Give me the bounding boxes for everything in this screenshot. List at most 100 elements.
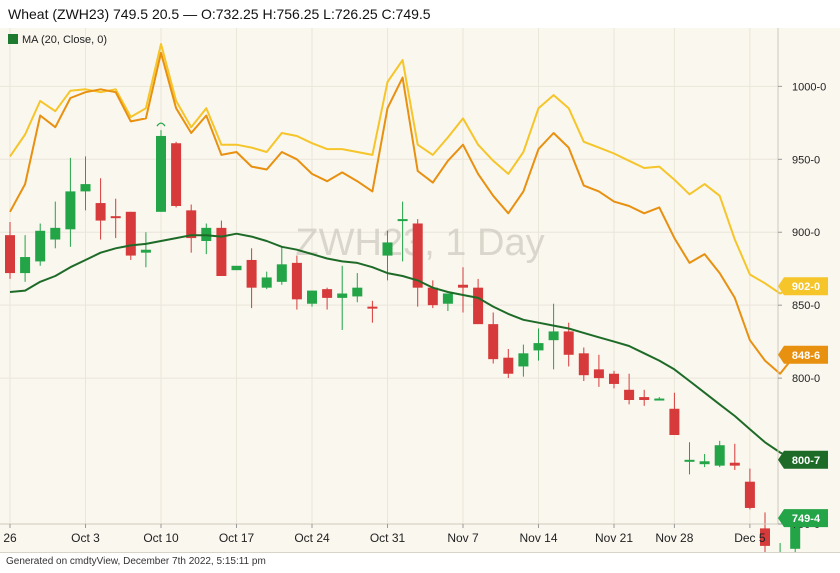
candle[interactable] bbox=[639, 389, 650, 406]
candle[interactable] bbox=[518, 344, 529, 377]
candle[interactable] bbox=[473, 278, 484, 325]
candle[interactable] bbox=[276, 246, 287, 285]
candle-body bbox=[307, 290, 317, 304]
ma-price-tag: 800-7 bbox=[778, 450, 828, 469]
y-tick-label: 800-0 bbox=[792, 373, 820, 385]
ma-legend-swatch bbox=[8, 34, 18, 44]
candle[interactable] bbox=[427, 280, 438, 309]
x-tick-label: 26 bbox=[3, 531, 17, 545]
x-tick-label: Dec 5 bbox=[734, 531, 766, 545]
last-price-tag: 749-4 bbox=[778, 509, 828, 528]
candle-body bbox=[684, 459, 695, 462]
candle[interactable] bbox=[760, 512, 770, 552]
candle[interactable] bbox=[442, 293, 453, 312]
candle[interactable] bbox=[669, 392, 680, 436]
candle[interactable] bbox=[35, 223, 46, 266]
candle[interactable] bbox=[548, 303, 559, 370]
price-chart[interactable]: ZWH23, 1 Day 700-0800-0850-0900-0950-010… bbox=[0, 28, 840, 552]
upper-band-price-tag-bg bbox=[778, 277, 828, 296]
candle[interactable] bbox=[125, 211, 136, 260]
candle[interactable] bbox=[699, 453, 710, 468]
candle-body bbox=[337, 293, 348, 298]
candle-body bbox=[548, 331, 559, 341]
candle[interactable] bbox=[95, 178, 106, 240]
candle[interactable] bbox=[624, 373, 635, 405]
candle[interactable] bbox=[291, 255, 302, 310]
candle-body bbox=[276, 264, 287, 282]
candle-body bbox=[231, 265, 242, 271]
candle[interactable] bbox=[307, 290, 317, 307]
candle-body bbox=[669, 408, 680, 436]
candle[interactable] bbox=[216, 220, 227, 276]
candle-body bbox=[714, 445, 725, 466]
candle-body bbox=[382, 242, 393, 256]
candle-body bbox=[639, 397, 650, 400]
candle[interactable] bbox=[261, 271, 272, 290]
candles-layer[interactable] bbox=[5, 130, 801, 552]
candle-body bbox=[20, 257, 31, 274]
candle[interactable] bbox=[609, 370, 619, 389]
candle[interactable] bbox=[50, 201, 61, 249]
candle[interactable] bbox=[140, 232, 151, 268]
candle-body bbox=[744, 481, 755, 508]
candle[interactable] bbox=[775, 542, 785, 552]
candle[interactable] bbox=[20, 235, 31, 282]
candle[interactable] bbox=[458, 267, 468, 313]
candle[interactable] bbox=[654, 397, 665, 401]
candle[interactable] bbox=[488, 312, 499, 364]
candle-body bbox=[533, 343, 544, 351]
candle[interactable] bbox=[397, 201, 408, 262]
candle[interactable] bbox=[231, 265, 242, 271]
candle[interactable] bbox=[80, 156, 91, 211]
candle[interactable] bbox=[729, 443, 740, 471]
candle[interactable] bbox=[593, 354, 604, 387]
candle-body bbox=[5, 235, 15, 274]
candle-body bbox=[125, 211, 136, 256]
moving-average-line bbox=[9, 232, 796, 461]
upper-band-line bbox=[9, 43, 796, 295]
candle-body bbox=[442, 293, 453, 304]
candle[interactable] bbox=[533, 328, 544, 361]
candle[interactable] bbox=[65, 157, 76, 247]
symbol-quote-title: Wheat (ZWH23) 749.5 20.5 — O:732.25 H:75… bbox=[8, 6, 431, 22]
ma-layer bbox=[9, 232, 796, 461]
candle-body bbox=[458, 284, 468, 288]
price-labels: 902-0 848-6 800-7 749-4 bbox=[778, 277, 828, 528]
candle[interactable] bbox=[246, 248, 257, 309]
middle-band-price-tag-text: 848-6 bbox=[792, 350, 820, 362]
candle-body bbox=[578, 353, 589, 376]
middle-band-price-tag: 848-6 bbox=[778, 345, 828, 364]
candle[interactable] bbox=[5, 222, 15, 279]
x-tick-label: Nov 21 bbox=[595, 531, 633, 545]
candle[interactable] bbox=[186, 204, 197, 253]
candle[interactable] bbox=[171, 141, 182, 208]
legend[interactable]: MA (20, Close, 0) bbox=[8, 34, 107, 46]
candle-body bbox=[518, 353, 529, 367]
candle[interactable] bbox=[412, 219, 423, 307]
candle-body bbox=[156, 135, 166, 212]
candle-body bbox=[140, 249, 151, 253]
candle[interactable] bbox=[337, 265, 348, 330]
candle[interactable] bbox=[156, 130, 166, 212]
candle-body bbox=[80, 184, 91, 192]
x-axis[interactable]: 26 Oct 3 Oct 10 Oct 17 Oct 24 Oct 31 Nov 7 Nov … bbox=[3, 524, 766, 545]
candle[interactable] bbox=[714, 440, 725, 468]
candle-body bbox=[367, 306, 378, 309]
candle[interactable] bbox=[563, 322, 574, 367]
candle[interactable] bbox=[110, 198, 121, 239]
ma-price-tag-text: 800-7 bbox=[792, 455, 820, 467]
candle[interactable] bbox=[352, 273, 363, 303]
candle[interactable] bbox=[367, 300, 378, 323]
candle[interactable] bbox=[684, 442, 695, 475]
x-tick-label: Oct 3 bbox=[71, 531, 100, 545]
candle[interactable] bbox=[503, 348, 514, 379]
candle[interactable] bbox=[322, 287, 333, 310]
chart-grid bbox=[0, 28, 778, 525]
candle-body bbox=[50, 227, 61, 240]
candle-body bbox=[216, 227, 227, 276]
candle[interactable] bbox=[578, 347, 589, 382]
candle[interactable] bbox=[744, 468, 755, 510]
x-tick-label: Nov 7 bbox=[447, 531, 479, 545]
y-tick-label: 1000-0 bbox=[792, 81, 826, 93]
